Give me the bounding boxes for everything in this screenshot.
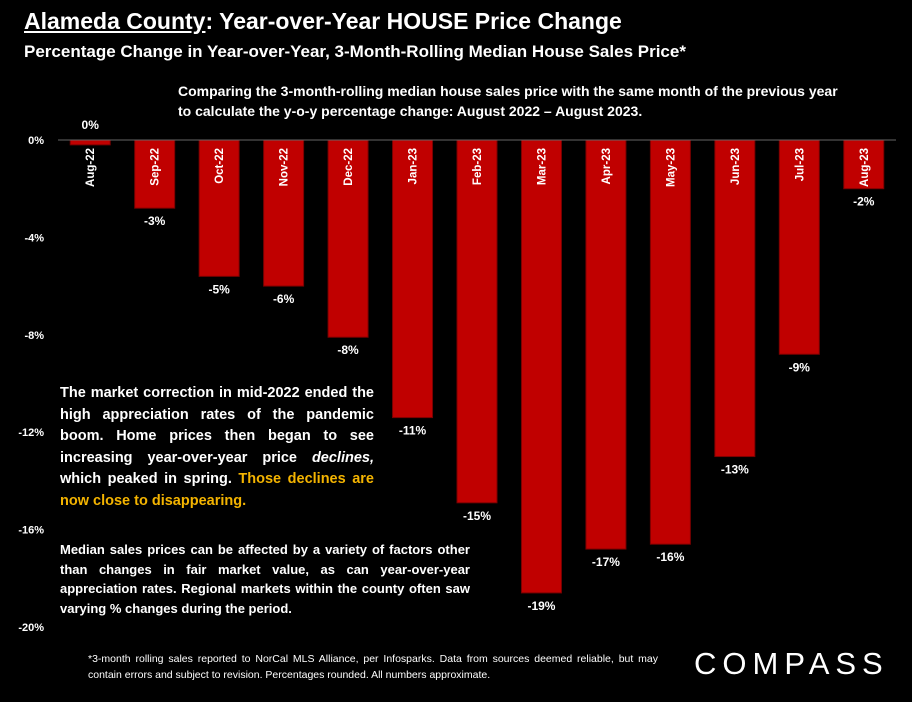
data-label: -15%	[463, 509, 491, 523]
bar	[778, 139, 820, 355]
compass-logo: COMPASS	[694, 646, 889, 681]
category-label: Dec-22	[343, 148, 355, 186]
footnote: *3-month rolling sales reported to NorCa…	[88, 653, 658, 681]
y-tick-label: -20%	[18, 622, 44, 634]
title-county: Alameda County	[24, 8, 206, 34]
bar	[198, 139, 240, 277]
data-label: 0%	[82, 118, 100, 132]
bar	[327, 139, 369, 338]
data-label: -5%	[208, 282, 230, 296]
category-label: Nov-22	[279, 148, 291, 186]
y-tick-label: -8%	[24, 330, 44, 342]
data-label: -13%	[721, 463, 749, 477]
data-label: -3%	[144, 214, 166, 228]
category-label: Oct-22	[214, 148, 226, 184]
data-label: -19%	[527, 599, 555, 613]
data-label: -2%	[853, 195, 875, 209]
category-label: Sep-22	[150, 148, 162, 186]
category-label: May-23	[665, 148, 677, 187]
bar	[392, 139, 434, 419]
data-label: -9%	[789, 360, 811, 374]
bar	[649, 139, 691, 545]
note1-highlight: Those declines are now close to disappea…	[60, 471, 374, 509]
bar	[714, 139, 756, 458]
y-tick-label: -12%	[18, 427, 44, 439]
note1-emphasis: declines,	[311, 449, 374, 466]
title-rest: : Year-over-Year HOUSE Price Change	[205, 8, 622, 34]
median-prices-note: Median sales prices can be affected by a…	[60, 542, 470, 616]
note1-part2: which peaked in spring.	[60, 471, 239, 487]
category-label: Apr-23	[601, 148, 613, 184]
bar	[843, 139, 885, 190]
bar	[456, 139, 498, 504]
category-label: Aug-23	[859, 148, 871, 187]
comparison-description: Comparing the 3-month-rolling median hou…	[178, 83, 838, 119]
y-tick-label: -4%	[24, 232, 44, 244]
category-label: Aug-22	[85, 148, 97, 187]
chart-subtitle: Percentage Change in Year-over-Year, 3-M…	[24, 42, 686, 61]
market-correction-note: The market correction in mid-2022 ended …	[60, 383, 374, 512]
category-label: Feb-23	[472, 148, 484, 185]
bar	[69, 139, 111, 146]
category-label: Jul-23	[794, 148, 806, 181]
bar	[585, 139, 627, 550]
note1-part1: The market correction in mid-2022 ended …	[60, 385, 374, 466]
data-label: -11%	[399, 424, 427, 438]
bar	[263, 139, 305, 287]
data-label: -16%	[656, 550, 684, 564]
bar	[134, 139, 176, 209]
category-label: Jun-23	[730, 148, 742, 185]
category-label: Mar-23	[536, 148, 548, 185]
data-label: -17%	[592, 555, 620, 569]
chart-title: Alameda County: Year-over-Year HOUSE Pri…	[24, 8, 622, 35]
y-tick-label: -16%	[18, 525, 44, 537]
data-label: -8%	[337, 343, 359, 357]
data-label: -6%	[273, 292, 295, 306]
category-label: Jan-23	[408, 148, 420, 184]
y-tick-label: 0%	[28, 135, 44, 147]
bar	[520, 139, 562, 594]
